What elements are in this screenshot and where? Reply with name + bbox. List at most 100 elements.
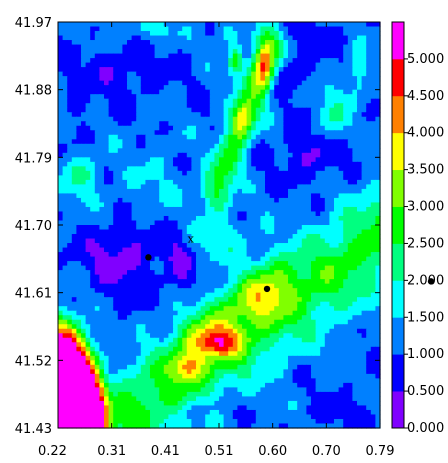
heat-cell	[361, 337, 367, 343]
heat-cell	[214, 112, 220, 118]
heat-cell	[117, 247, 123, 253]
heat-cell	[347, 62, 353, 68]
heat-cell	[122, 71, 128, 77]
heat-cell	[242, 324, 248, 330]
heat-cell	[361, 315, 367, 321]
heat-cell	[283, 80, 289, 86]
heat-cell	[154, 76, 160, 82]
heat-cell	[191, 319, 197, 325]
heat-cell	[117, 62, 123, 68]
heat-cell	[260, 197, 266, 204]
heat-cell	[186, 319, 192, 325]
heat-cell	[274, 184, 280, 190]
heat-cell	[246, 148, 252, 154]
heat-cell	[62, 94, 68, 100]
heat-cell	[127, 31, 133, 37]
heat-cell	[205, 125, 211, 131]
heat-cell	[283, 256, 289, 262]
heat-cell	[205, 225, 211, 231]
heat-cell	[209, 310, 215, 316]
heat-cell	[324, 121, 330, 127]
heat-cell	[122, 234, 128, 240]
heat-cell	[81, 58, 87, 64]
heat-cell	[228, 22, 234, 28]
heat-cell	[370, 328, 376, 334]
heat-cell	[237, 234, 243, 240]
heat-cell	[67, 193, 73, 199]
heat-cell	[265, 40, 271, 46]
heat-cell	[338, 238, 344, 244]
heat-cell	[311, 256, 317, 262]
heat-cell	[117, 243, 123, 249]
heat-cell	[320, 211, 326, 217]
heat-cell	[205, 261, 211, 267]
heat-cell	[324, 301, 330, 307]
heat-cell	[237, 243, 243, 249]
heat-cell	[58, 148, 64, 154]
heat-cell	[173, 22, 179, 28]
heat-cell	[85, 71, 91, 77]
heat-cell	[329, 238, 335, 244]
heat-cell	[338, 211, 344, 217]
heat-cell	[265, 157, 271, 163]
heat-cell	[370, 121, 376, 127]
heat-cell	[366, 283, 372, 289]
heat-cell	[154, 288, 160, 294]
heat-cell	[315, 98, 321, 104]
heat-cell	[71, 67, 77, 73]
heat-cell	[343, 58, 349, 64]
heat-cell	[242, 175, 248, 181]
heat-cell	[150, 125, 156, 131]
heat-cell	[117, 139, 123, 145]
heat-cell	[122, 256, 128, 262]
heat-cell	[62, 193, 68, 199]
heat-cell	[209, 270, 215, 276]
heat-cell	[232, 243, 238, 249]
heat-cell	[122, 261, 128, 267]
heat-cell	[352, 188, 358, 195]
heat-cell	[191, 310, 197, 316]
heat-cell	[324, 85, 330, 91]
heat-cell	[306, 261, 312, 267]
heat-cell	[186, 62, 192, 68]
heat-cell	[122, 161, 128, 167]
heat-cell	[329, 188, 335, 195]
heat-cell	[269, 98, 275, 104]
heat-cell	[246, 310, 252, 316]
heat-cell	[260, 283, 266, 289]
heat-cell	[334, 225, 340, 231]
heat-cell	[145, 247, 151, 253]
heat-cell	[343, 252, 349, 258]
heat-cell	[274, 161, 280, 167]
heat-cell	[228, 143, 234, 149]
heat-cell	[269, 35, 275, 41]
heat-cell	[81, 279, 87, 285]
heat-cell	[370, 103, 376, 109]
heat-cell	[104, 53, 110, 59]
heat-cell	[117, 197, 123, 204]
heat-cell	[214, 283, 220, 289]
heat-cell	[182, 206, 188, 213]
heat-cell	[177, 337, 183, 343]
heat-cell	[200, 80, 206, 86]
heat-cell	[136, 206, 142, 213]
heat-cell	[223, 247, 229, 253]
heat-cell	[99, 315, 105, 321]
heat-cell	[136, 67, 142, 73]
heat-cell	[297, 44, 303, 50]
heat-cell	[58, 166, 64, 172]
heat-cell	[154, 193, 160, 199]
heat-cell	[324, 306, 330, 312]
heat-cell	[251, 98, 257, 104]
heat-cell	[214, 256, 220, 262]
heat-cell	[168, 121, 174, 127]
heat-cell	[315, 319, 321, 325]
heat-cell	[306, 103, 312, 109]
heat-cell	[343, 80, 349, 86]
heat-cell	[292, 31, 298, 37]
heat-cell	[168, 197, 174, 204]
heat-cell	[145, 175, 151, 181]
heat-cell	[131, 62, 137, 68]
heat-cell	[292, 98, 298, 104]
heat-cell	[228, 315, 234, 321]
